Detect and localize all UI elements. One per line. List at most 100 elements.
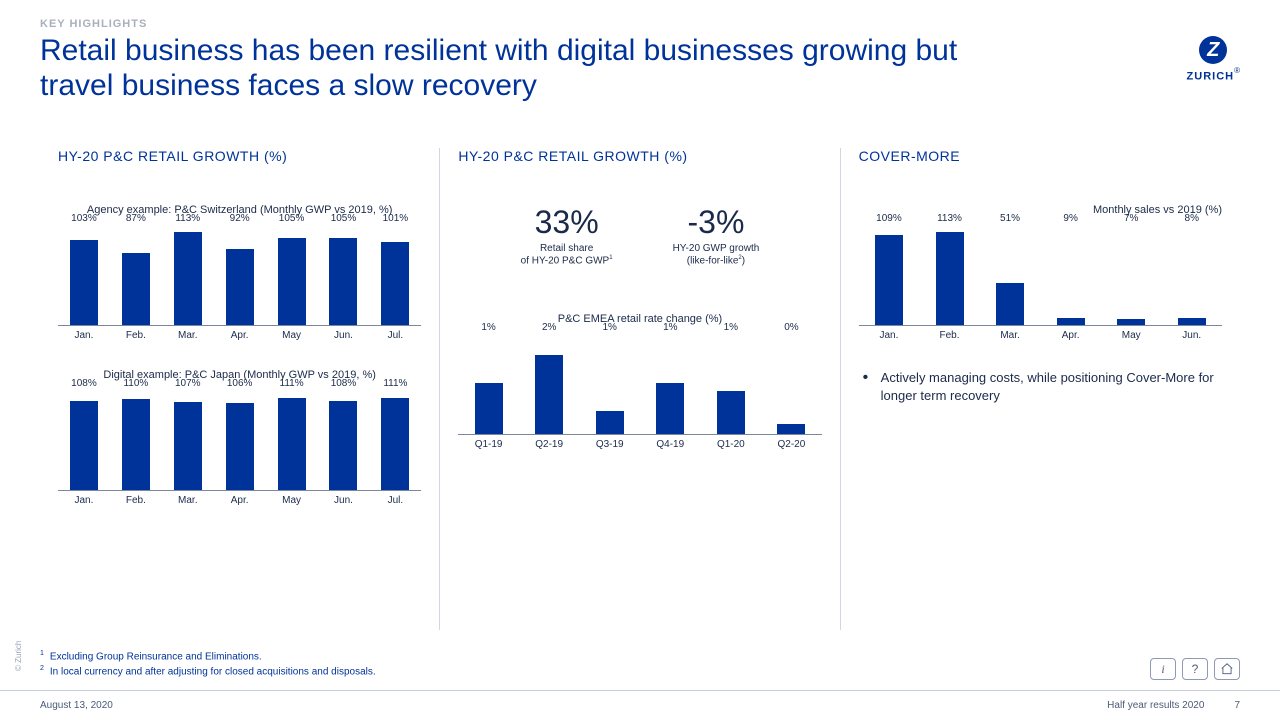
bar-value-label: 101% [383,213,409,224]
category-label: Mar. [162,330,214,341]
bar-value-label: 105% [331,213,357,224]
bar: 0% [761,335,822,434]
bar: 103% [58,226,110,325]
bar-value-label: 106% [227,378,253,389]
category-label: May [266,495,318,506]
footnote-2: 2In local currency and after adjusting f… [40,664,376,678]
metrics: 33% Retail share of HY-20 P&C GWP1 -3% H… [458,204,821,267]
category-label: Jul. [369,495,421,506]
category-label: Apr. [214,495,266,506]
bar-value-label: 107% [175,378,201,389]
bar: 2% [519,335,580,434]
bar: 1% [458,335,519,434]
category-label: Q1-19 [458,439,519,450]
logo: Z ZURICH® [1187,36,1240,84]
category-label: Q2-20 [761,439,822,450]
bullet-list: Actively managing costs, while positioni… [859,369,1222,404]
footer-report: Half year results 2020 [1107,700,1204,711]
metric-retail-share: 33% Retail share of HY-20 P&C GWP1 [521,204,613,267]
bar-value-label: 111% [383,378,407,389]
bar: 1% [701,335,762,434]
category-label: Q3-19 [579,439,640,450]
category-label: Jan. [859,330,920,341]
bar-value-label: 1% [603,322,617,333]
bullet: Actively managing costs, while positioni… [859,369,1222,404]
bar-value-label: 1% [724,322,738,333]
bar: 8% [1161,226,1222,325]
chart-covermore: Monthly sales vs 2019 (%) 109%113%51%9%7… [859,204,1222,341]
footer: August 13, 2020 Half year results 2020 7 [0,690,1280,720]
chart-subtitle: P&C EMEA retail rate change (%) [458,313,821,325]
bar-value-label: 110% [123,378,148,389]
metric-label: Retail share of HY-20 P&C GWP1 [521,243,613,267]
bar: 101% [369,226,421,325]
bar-value-label: 1% [663,322,677,333]
bar-value-label: 108% [331,378,357,389]
column-right: COVER-MORE Monthly sales vs 2019 (%) 109… [841,148,1240,630]
category-label: Jul. [369,330,421,341]
help-button[interactable]: ? [1182,658,1208,680]
bar-value-label: 113% [175,213,200,224]
category-label: Jun. [318,330,370,341]
column-left: HY-20 P&C RETAIL GROWTH (%) Agency examp… [40,148,439,630]
bar-value-label: 111% [280,378,304,389]
footnote-1: 1Excluding Group Reinsurance and Elimina… [40,649,376,663]
column-middle: HY-20 P&C RETAIL GROWTH (%) 33% Retail s… [440,148,839,630]
bar: 92% [214,226,266,325]
category-label: Apr. [214,330,266,341]
bar: 105% [318,226,370,325]
category-label: Jun. [1161,330,1222,341]
bar: 51% [980,226,1041,325]
bar-value-label: 105% [279,213,305,224]
bar: 105% [266,226,318,325]
bar: 1% [579,335,640,434]
category-label: Jan. [58,330,110,341]
heading-left: HY-20 P&C RETAIL GROWTH (%) [58,148,421,164]
info-button[interactable]: i [1150,658,1176,680]
bar-value-label: 108% [71,378,97,389]
bar-value-label: 7% [1124,213,1138,224]
category-label: Apr. [1040,330,1101,341]
bar-value-label: 0% [784,322,798,333]
page-title: Retail business has been resilient with … [40,34,1020,103]
bar: 111% [369,391,421,490]
metric-value: -3% [673,204,760,241]
home-button[interactable] [1214,658,1240,680]
bar-value-label: 8% [1185,213,1199,224]
category-label: Q1-20 [701,439,762,450]
copyright: © Zurich [14,641,23,671]
heading-right: COVER-MORE [859,148,1222,164]
category-label: Mar. [980,330,1041,341]
logo-text: ZURICH [1187,70,1235,82]
bar-value-label: 113% [937,213,962,224]
bar-value-label: 51% [1000,213,1020,224]
bar-value-label: 87% [126,213,146,224]
bar-value-label: 109% [876,213,902,224]
chart-subtitle: Monthly sales vs 2019 (%) [859,204,1222,216]
bar-value-label: 103% [71,213,97,224]
bar: 108% [318,391,370,490]
bar-value-label: 2% [542,322,556,333]
bar-value-label: 92% [230,213,250,224]
category-label: May [266,330,318,341]
bar: 107% [162,391,214,490]
category-label: Feb. [110,330,162,341]
category-label: Q2-19 [519,439,580,450]
category-label: Jun. [318,495,370,506]
overline: KEY HIGHLIGHTS [40,18,1240,30]
category-label: May [1101,330,1162,341]
category-label: Jan. [58,495,110,506]
bar: 1% [640,335,701,434]
bar: 7% [1101,226,1162,325]
heading-middle: HY-20 P&C RETAIL GROWTH (%) [458,148,821,164]
bar: 113% [162,226,214,325]
chart-swiss-agency: Agency example: P&C Switzerland (Monthly… [58,204,421,341]
bar: 9% [1040,226,1101,325]
logo-mark: Z [1199,36,1227,64]
chart-emea-rate: P&C EMEA retail rate change (%) 1%2%1%1%… [458,313,821,450]
metric-gwp-growth: -3% HY-20 GWP growth (like-for-like2) [673,204,760,267]
bar: 110% [110,391,162,490]
metric-value: 33% [521,204,613,241]
bar: 108% [58,391,110,490]
bar: 109% [859,226,920,325]
